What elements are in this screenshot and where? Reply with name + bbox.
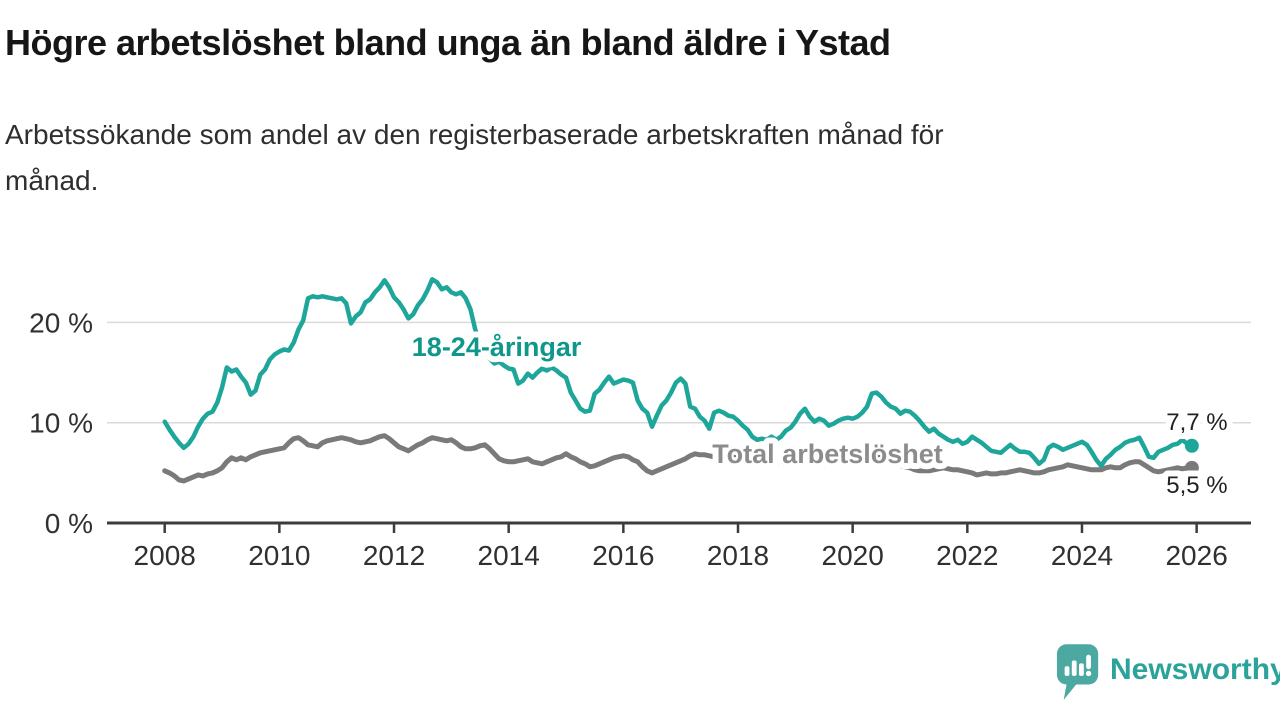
series-line-0 xyxy=(162,433,1195,484)
exclamation-dot xyxy=(1085,670,1092,677)
series-end-dot-1 xyxy=(1184,438,1199,453)
bar-1 xyxy=(1064,666,1070,676)
annotation-end-value-18-24: 7,7 % xyxy=(1166,409,1227,436)
x-tick-label: 2014 xyxy=(478,540,540,571)
speech-bubble-shape xyxy=(1056,644,1099,700)
annotation-series-label-total: Total arbetslöshet xyxy=(712,439,943,469)
x-tick-label: 2016 xyxy=(592,540,654,571)
x-tick-label: 2018 xyxy=(707,540,769,571)
x-tick-label: 2010 xyxy=(248,540,310,571)
y-tick-label: 10 % xyxy=(29,408,93,439)
series-line-1 xyxy=(162,277,1195,469)
page-subtitle: Arbetssökande som andel av den registerb… xyxy=(5,119,944,196)
exclamation-bar xyxy=(1086,654,1091,670)
y-tick-label: 20 % xyxy=(29,307,93,338)
x-tick-label: 2024 xyxy=(1051,540,1113,571)
annotation-series-label-18-24: 18-24-åringar xyxy=(412,332,582,362)
bar-2 xyxy=(1071,660,1077,676)
page-title: Högre arbetslöshet bland unga än bland ä… xyxy=(5,22,891,63)
annotation-end-value-total: 5,5 % xyxy=(1166,472,1227,499)
newsworthy-logo-text: Newsworthy xyxy=(1110,653,1280,686)
x-tick-label: 2020 xyxy=(822,540,884,571)
series-end-dot-0 xyxy=(1184,460,1199,475)
y-tick-label: 0 % xyxy=(45,508,93,539)
x-tick-label: 2008 xyxy=(134,540,196,571)
x-tick-label: 2026 xyxy=(1165,540,1227,571)
x-tick-label: 2022 xyxy=(936,540,998,571)
x-tick-label: 2012 xyxy=(363,540,425,571)
newsworthy-logo-icon xyxy=(1056,644,1099,700)
bar-3 xyxy=(1079,663,1084,676)
